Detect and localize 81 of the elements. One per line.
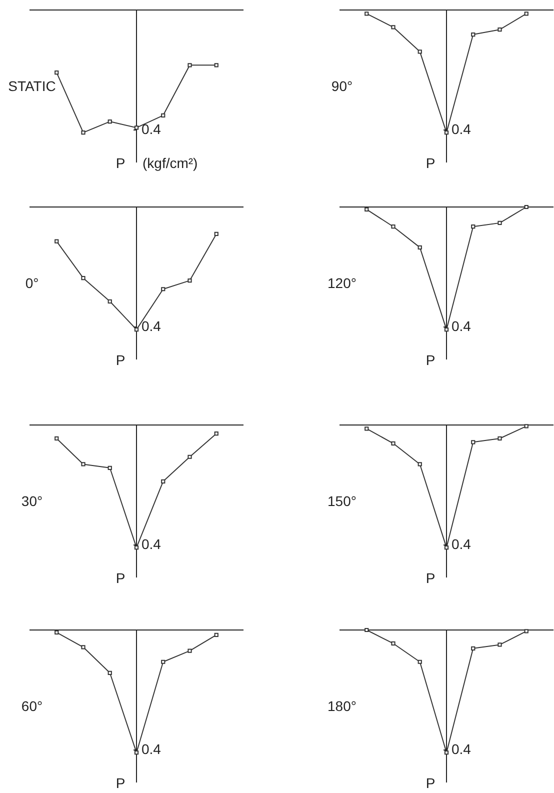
text: 0° <box>25 274 39 291</box>
point <box>214 432 218 436</box>
point <box>81 462 86 466</box>
point <box>418 660 422 664</box>
point <box>188 648 192 653</box>
point <box>471 224 476 229</box>
point <box>498 642 502 647</box>
point <box>471 32 476 37</box>
point <box>444 546 449 550</box>
point <box>108 670 112 675</box>
annotation: 0.4 <box>452 120 472 137</box>
point <box>524 629 528 634</box>
point <box>214 63 218 68</box>
point <box>364 12 369 16</box>
text: P <box>426 154 436 171</box>
point <box>134 126 139 130</box>
point <box>134 328 139 332</box>
text: P <box>116 774 126 791</box>
annotation: 0.4 <box>452 740 472 757</box>
point <box>391 224 396 229</box>
point <box>54 630 59 635</box>
point <box>391 441 396 446</box>
point <box>161 660 166 664</box>
annotation: 0.4 <box>142 536 162 552</box>
point <box>188 63 192 68</box>
point <box>161 479 166 484</box>
annotation: 0.4 <box>452 536 472 552</box>
point <box>444 328 449 332</box>
point <box>134 750 139 755</box>
point <box>444 130 449 135</box>
text: P <box>116 154 126 171</box>
point <box>54 239 59 244</box>
point <box>524 12 528 16</box>
point <box>188 278 192 283</box>
point <box>364 207 369 212</box>
text: 120° <box>328 274 356 291</box>
point <box>524 424 528 428</box>
text: 150° <box>328 492 356 509</box>
annotation: 0.4 <box>142 120 162 137</box>
point <box>391 641 396 646</box>
point <box>364 426 369 431</box>
point <box>214 232 218 236</box>
point <box>134 546 139 550</box>
point <box>471 440 476 444</box>
point <box>54 70 59 75</box>
point <box>108 299 112 304</box>
text: P <box>426 570 436 586</box>
text: P <box>426 774 436 791</box>
text: P <box>116 352 126 368</box>
point <box>161 287 166 292</box>
point <box>471 646 476 650</box>
text: P <box>426 352 436 368</box>
point <box>391 25 396 30</box>
point <box>54 436 59 441</box>
point <box>81 645 86 650</box>
point <box>81 130 86 135</box>
text: 90° <box>331 78 353 94</box>
annotation: 0.4 <box>452 318 472 334</box>
point <box>444 750 449 755</box>
point <box>364 628 369 632</box>
point <box>161 113 166 118</box>
point <box>81 276 86 280</box>
text: 30° <box>21 492 43 509</box>
point <box>108 119 112 124</box>
point <box>498 220 502 225</box>
point <box>418 50 422 54</box>
point <box>498 28 502 32</box>
text: (kgf/cm²) <box>142 154 198 171</box>
point <box>418 462 422 466</box>
point <box>418 245 422 250</box>
point <box>524 204 528 210</box>
annotation: 0.4 <box>142 740 162 757</box>
point <box>108 466 112 470</box>
text: STATIC <box>8 78 56 94</box>
annotation: 0.4 <box>142 318 162 334</box>
point <box>188 454 192 459</box>
text: 180° <box>328 698 356 714</box>
point <box>498 436 502 441</box>
point <box>214 632 218 637</box>
text: 60° <box>21 698 43 714</box>
text: P <box>116 570 126 586</box>
